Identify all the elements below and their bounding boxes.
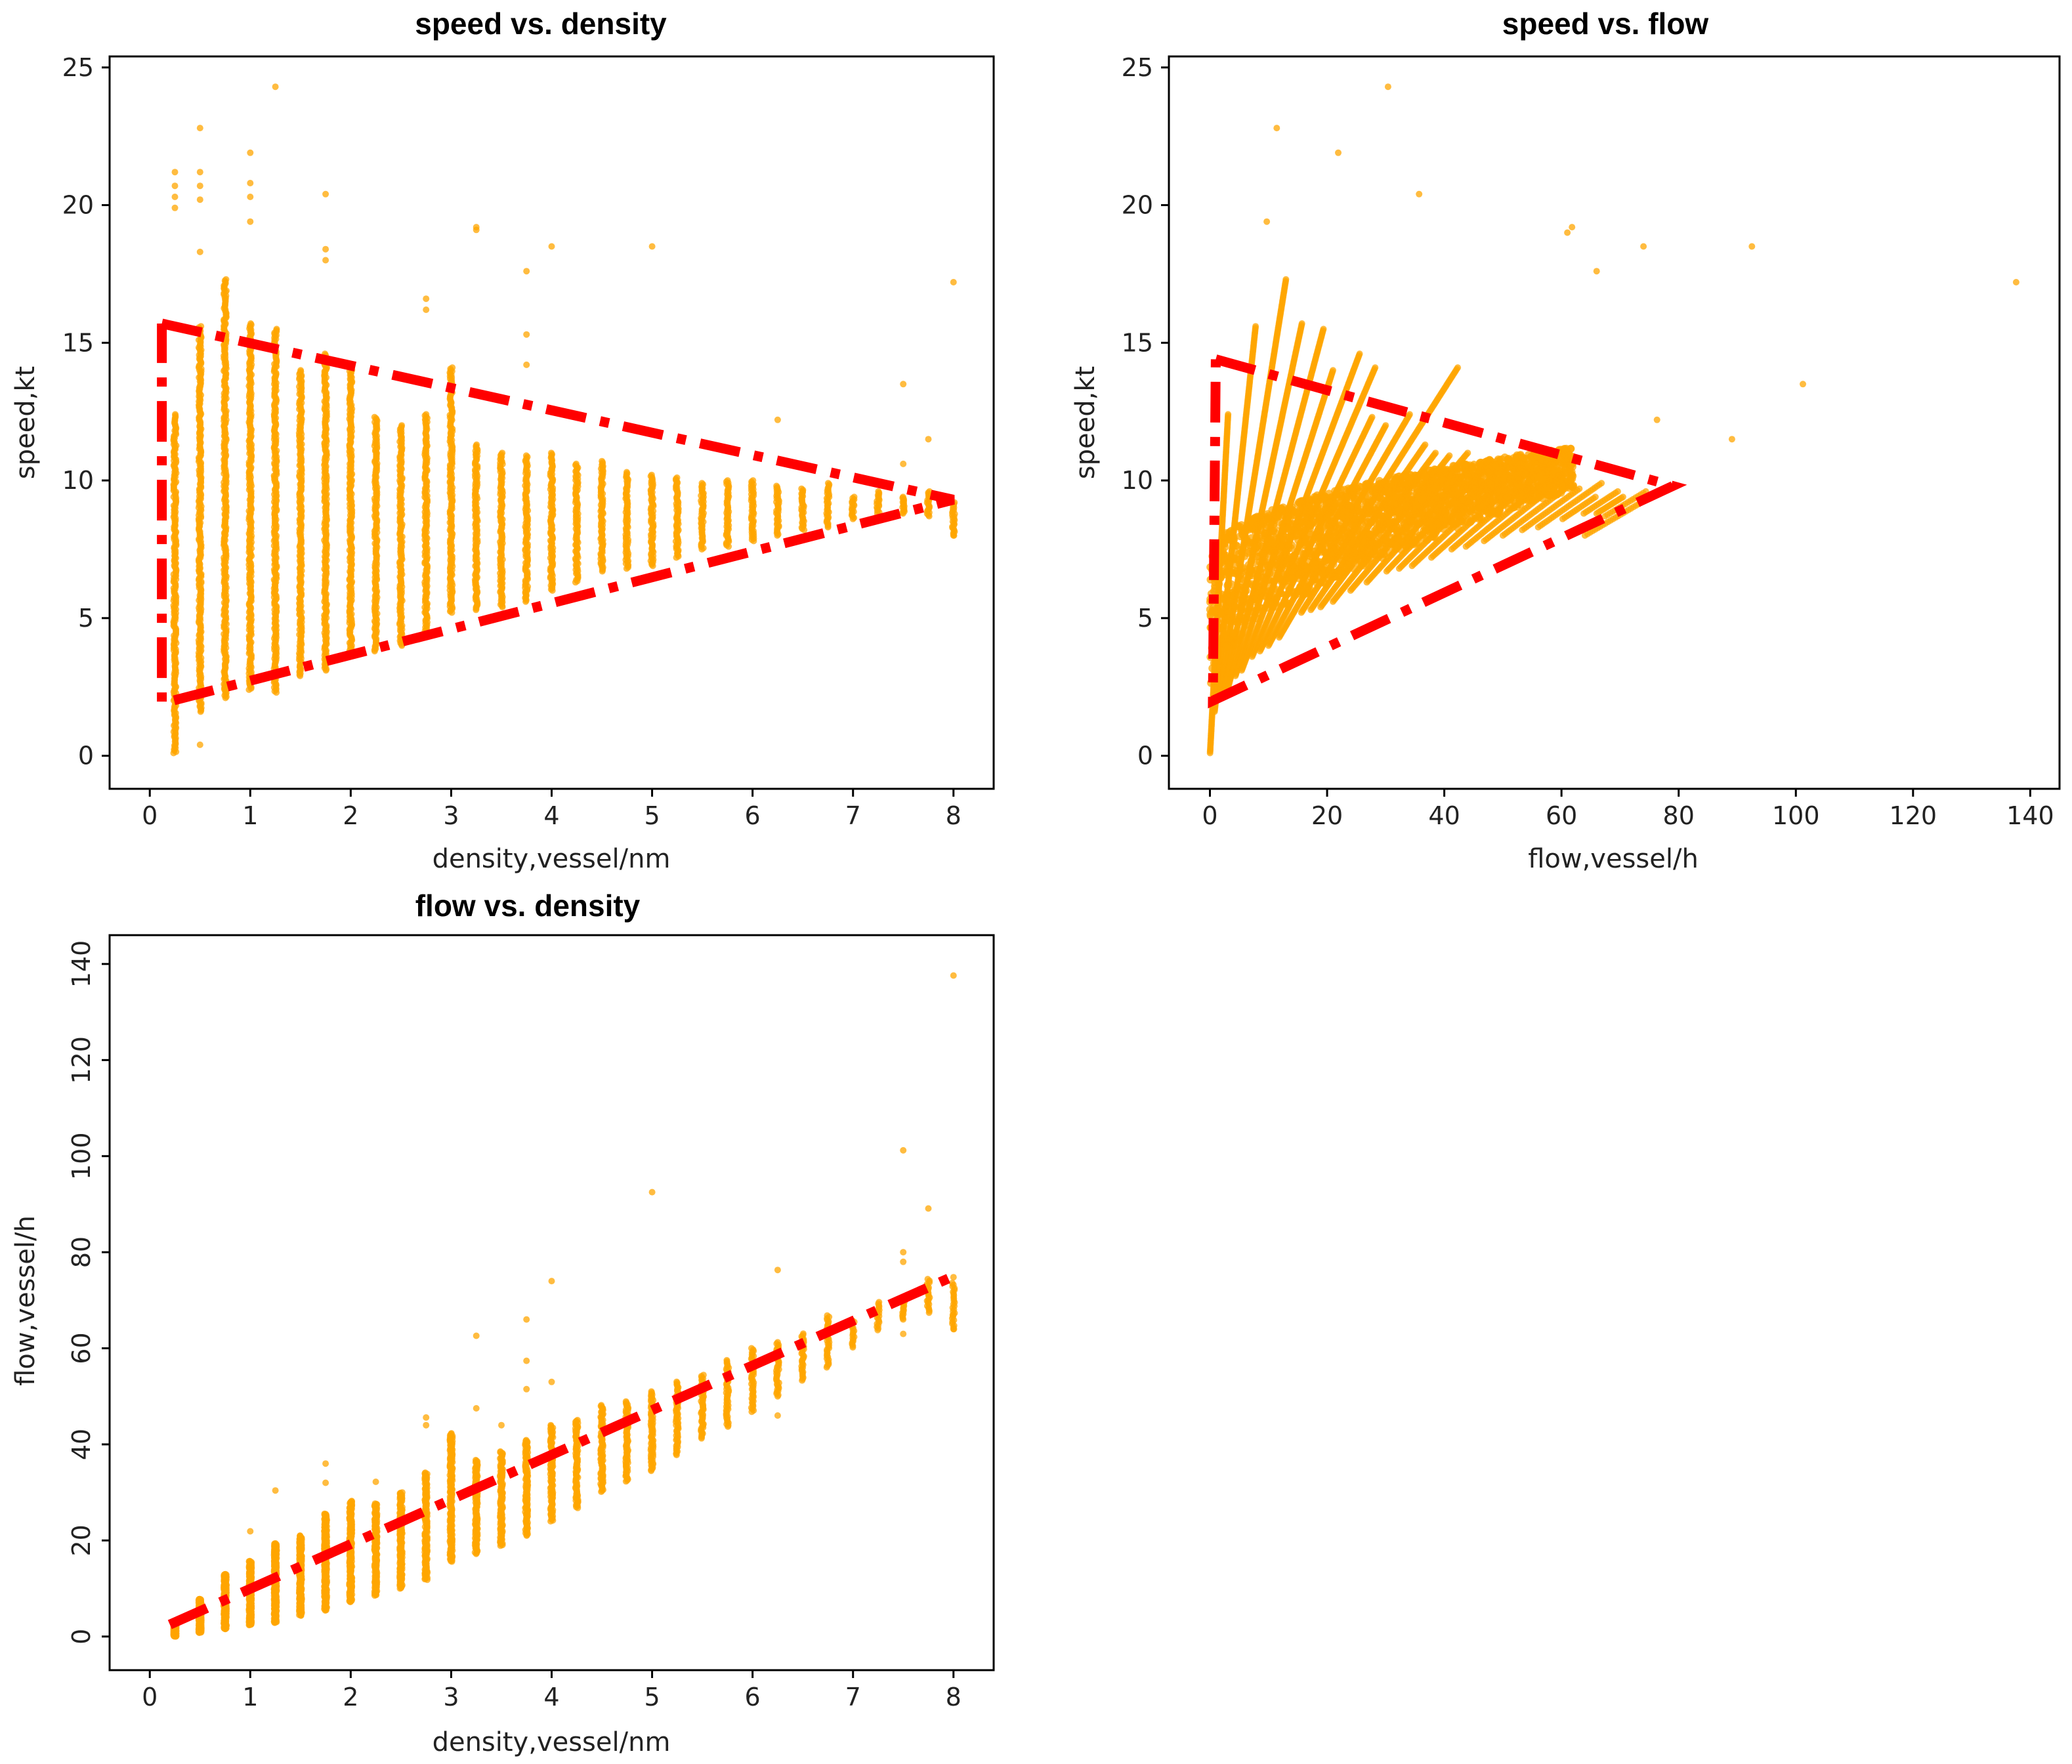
envelope-line [157,318,955,710]
x-tick-label: 5 [644,801,660,830]
scatter-point [648,243,656,250]
x-tick-label: 1 [242,801,258,830]
scatter-point [473,441,480,448]
scatter-point [196,169,203,176]
scatter-points [170,83,958,757]
y-axis: 0 5 10 15 20 25 [62,53,110,770]
scatter-point [950,279,957,285]
scatter-point [273,326,280,333]
scatter-point [950,532,957,539]
x-tick-label: 6 [745,801,761,830]
y-tick-label: 5 [78,604,94,633]
scatter-point [1225,411,1232,418]
scatter-point [473,226,480,234]
x-tick-label: 2 [343,801,358,830]
y-tick-label: 15 [62,328,94,357]
x-tick-label: 3 [443,801,459,830]
scatter-point [297,367,305,374]
scatter-point [572,460,580,467]
scatter-point [522,452,530,459]
scatter-point [172,411,179,418]
scatter-point [322,245,329,253]
scatter-point [371,413,378,421]
scatter-point [171,204,179,211]
scatter-point [322,190,329,198]
scatter-point [648,471,655,478]
scatter-point [773,482,780,490]
scatter-point [423,306,430,313]
y-tick-label: 25 [62,53,94,82]
y-tick-label: 0 [78,742,94,770]
scatter-point [272,83,279,91]
scatter-point [698,480,706,487]
scatter-point [875,488,882,495]
scatter-point [673,474,681,481]
scatter-point [196,182,203,190]
scatter-point [1252,323,1259,330]
scatter-point [322,257,329,264]
scatter-point [423,295,430,303]
panel-speed-vs-flow: speed vs. flow 0 20 40 60 80 100 120 140 051015… [1070,7,2061,874]
panel-title: speed vs. density [415,7,667,41]
scatter-point [247,149,254,156]
scatter-point [247,194,254,200]
scatter-point [548,243,555,250]
y-tick-label: 20 [62,191,94,220]
scatter-points [1206,83,2019,757]
scatter-point [851,494,858,501]
scatter-point [196,741,203,748]
x-axis: 0 1 2 3 4 5 6 7 8 [142,789,962,830]
scatter-point [171,194,179,200]
y-tick-label: 10 [62,466,94,495]
x-tick-label: 8 [946,801,962,830]
x-tick-label: 4 [543,801,559,830]
scatter-point [499,450,506,457]
scatter-point [824,480,832,487]
scatter-point [523,268,530,275]
scatter-point [196,248,203,255]
scatter-point [623,469,630,476]
scatter-point [196,196,203,203]
scatter-point [925,436,932,443]
scatter-point [900,460,907,467]
panel-title: speed vs. flow [1502,7,1709,41]
x-axis-label: density,vessel/nm [433,844,671,874]
y-axis-label: speed,kt [11,366,41,479]
scatter-point [899,494,906,501]
scatter-point [523,331,530,338]
scatter-point [196,125,203,132]
plot-frame [108,55,995,790]
scatter-point [222,276,230,283]
scatter-point [774,416,781,423]
scatter-point [449,364,456,371]
scatter-point [247,218,254,225]
scatter-point [171,169,179,176]
scatter-point [423,411,430,418]
scatter-point [171,182,179,190]
scatter-point [398,422,406,429]
scatter-point [724,477,731,484]
scatter-point [247,320,254,327]
panel-speed-vs-density: speed vs. density 0 1 2 3 4 5 6 7 8 0 5 10 15 20 25 d… [11,7,995,874]
scatter-point [750,477,757,484]
x-tick-label: 7 [845,801,861,830]
scatter-point [523,361,530,368]
scatter-point [798,485,805,492]
x-tick-label: 0 [142,801,158,830]
scatter-point [547,450,555,457]
scatter-point [900,381,907,388]
scatter-point [247,180,254,186]
scatter-point [599,457,606,465]
